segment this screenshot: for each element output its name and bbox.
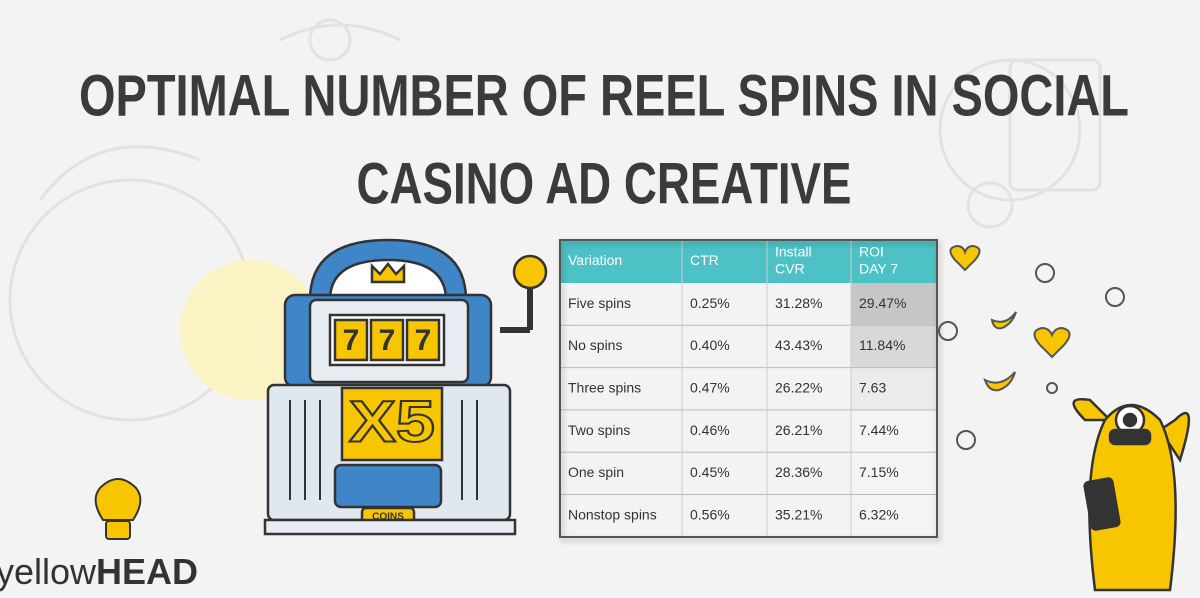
- header-cell: Variation: [568, 252, 622, 268]
- table-frame: [559, 239, 938, 538]
- table-cell: 26.21%: [775, 422, 822, 438]
- table-cell: 11.84%: [859, 337, 905, 353]
- table-cell: 0.56%: [690, 506, 730, 522]
- logo-bulb: [94, 478, 142, 540]
- roi-cell-bg: [851, 409, 936, 453]
- table-cell: Two spins: [568, 422, 630, 438]
- table-cell: 35.21%: [775, 506, 822, 522]
- reel-symbol: 7: [343, 324, 360, 357]
- header-cell: ROI: [859, 244, 884, 260]
- table-cell: 7.15%: [859, 464, 899, 480]
- logo-text: yellowHEAD: [0, 551, 198, 592]
- mascot: [1072, 397, 1191, 592]
- table-cell: 29.47%: [859, 295, 906, 311]
- logo-prefix: yellow: [0, 551, 97, 592]
- table-cell: 0.46%: [690, 422, 730, 438]
- table-cell: 7.44%: [859, 422, 899, 438]
- title-line: OPTIMAL NUMBER OF REEL SPINS IN SOCIAL: [79, 63, 1129, 128]
- table-cell: 26.22%: [775, 379, 822, 395]
- table-cell: Three spins: [568, 379, 641, 395]
- roi-cell-bg: [851, 494, 936, 537]
- header-cell: CVR: [775, 261, 805, 277]
- table-cell: 0.47%: [690, 379, 730, 395]
- roi-cell-bg: [851, 283, 936, 326]
- table-cell: 31.28%: [775, 295, 822, 311]
- table-cell: 0.25%: [690, 295, 730, 311]
- roi-cell-bg: [851, 325, 936, 368]
- reel-symbol: 7: [379, 324, 396, 357]
- table-cell: 6.32%: [859, 506, 899, 522]
- background-doodles: [8, 18, 1102, 422]
- roi-cell-bg: [851, 367, 936, 410]
- reel-symbol: 7: [415, 324, 432, 357]
- table-cell: Nonstop spins: [568, 506, 657, 522]
- table-cell: One spin: [568, 464, 624, 480]
- table-cell: 0.45%: [690, 464, 730, 480]
- table-cell: 43.43%: [775, 337, 822, 353]
- table-cell: 0.40%: [690, 337, 730, 353]
- header-cell: CTR: [690, 252, 719, 268]
- header-cell: DAY 7: [859, 261, 898, 277]
- multiplier: X5: [349, 389, 435, 454]
- table-cell: No spins: [568, 337, 622, 353]
- coins-label: COINS: [372, 512, 404, 523]
- table-cell: 7.63: [859, 379, 886, 395]
- table-cell: 28.36%: [775, 464, 822, 480]
- table-cell: Five spins: [568, 295, 631, 311]
- social-icons: [938, 244, 1125, 450]
- slot-machine: [263, 238, 548, 536]
- header-cell: Install: [775, 244, 812, 260]
- title-line: CASINO AD CREATIVE: [357, 151, 852, 216]
- header-row: [561, 241, 936, 283]
- logo-suffix: HEAD: [96, 551, 198, 592]
- roi-cell-bg: [851, 452, 936, 495]
